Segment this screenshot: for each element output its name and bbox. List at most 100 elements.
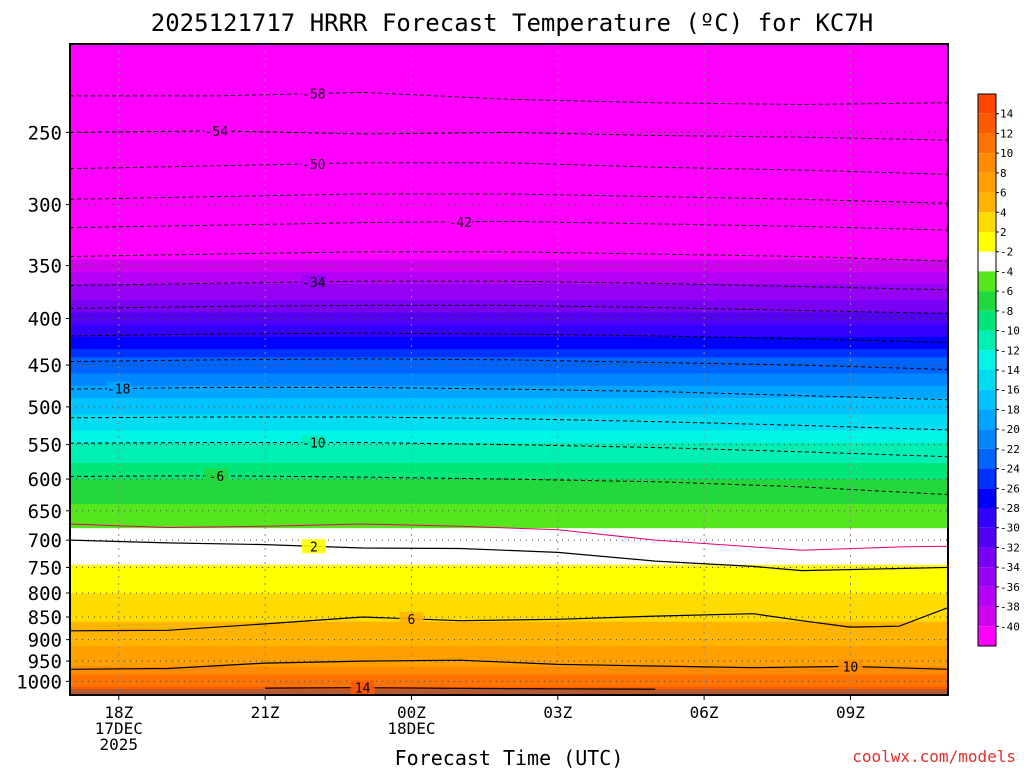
time-tick-label: 18Z bbox=[104, 703, 133, 722]
temperature-band bbox=[70, 304, 948, 310]
temperature-band bbox=[70, 654, 948, 659]
pressure-tick-label: 850 bbox=[28, 607, 62, 629]
pressure-tick-label: 800 bbox=[28, 583, 62, 605]
temperature-band bbox=[70, 450, 948, 456]
isotherm-label: -50 bbox=[302, 158, 325, 173]
temperature-band bbox=[70, 279, 948, 285]
isotherm-label: -42 bbox=[448, 216, 471, 231]
temperature-band bbox=[70, 275, 948, 281]
colorbar-label: -6 bbox=[1000, 285, 1013, 298]
colorbar-label: -14 bbox=[1000, 364, 1020, 377]
temperature-band bbox=[70, 174, 948, 179]
pressure-tick-label: 600 bbox=[28, 469, 62, 491]
grid-lines bbox=[70, 44, 948, 695]
temperature-band bbox=[70, 190, 948, 196]
pressure-tick-label: 300 bbox=[28, 195, 62, 217]
temperature-band bbox=[70, 149, 948, 155]
temperature-band bbox=[70, 377, 948, 383]
colorbar-label: 10 bbox=[1000, 147, 1013, 160]
colorbar-swatch bbox=[978, 370, 996, 390]
temperature-band bbox=[70, 536, 948, 541]
colorbar-label: -2 bbox=[1000, 246, 1013, 259]
plot-frame bbox=[69, 43, 949, 696]
colorbar-label: -28 bbox=[1000, 502, 1020, 515]
temperature-band bbox=[70, 68, 948, 74]
colorbar-label: 14 bbox=[1000, 108, 1014, 121]
pressure-tick-label: 350 bbox=[28, 256, 62, 278]
temperature-band bbox=[70, 402, 948, 407]
temperature-band bbox=[70, 406, 948, 411]
temperature-band bbox=[70, 682, 948, 688]
temperature-band bbox=[70, 621, 948, 627]
temperature-band bbox=[70, 670, 948, 676]
isotherm-line bbox=[70, 475, 948, 496]
temperature-band bbox=[70, 48, 948, 53]
temperature-band bbox=[70, 511, 948, 517]
temperature-band bbox=[70, 642, 948, 647]
temperature-band bbox=[70, 662, 948, 668]
isotherm-line bbox=[70, 416, 948, 431]
temperature-band bbox=[70, 666, 948, 672]
temperature-band bbox=[70, 214, 948, 220]
temperature-band bbox=[70, 60, 948, 65]
isotherm-label: 6 bbox=[408, 613, 416, 628]
temperature-band bbox=[70, 410, 948, 415]
colorbar-swatch bbox=[978, 310, 996, 331]
colorbar-swatch bbox=[978, 271, 996, 292]
temperature-band bbox=[70, 467, 948, 472]
temperature-band bbox=[70, 157, 948, 163]
colorbar-label: -26 bbox=[1000, 482, 1020, 495]
isotherm-label-bg bbox=[301, 86, 326, 101]
colorbar-swatch bbox=[978, 626, 996, 646]
isotherm-line bbox=[70, 193, 948, 204]
temperature-band bbox=[70, 503, 948, 509]
temperature-band bbox=[70, 605, 948, 611]
time-tick-label: 17DEC bbox=[95, 719, 143, 738]
colorbar-label: -22 bbox=[1000, 443, 1020, 456]
temperature-band bbox=[70, 194, 948, 200]
isotherm-label: -58 bbox=[302, 88, 325, 103]
colorbar-swatch bbox=[978, 172, 996, 193]
temperature-band bbox=[70, 495, 948, 501]
temperature-band bbox=[70, 341, 948, 346]
temperature-band bbox=[70, 170, 948, 175]
temperature-band bbox=[70, 483, 948, 489]
isotherm-line bbox=[70, 386, 948, 401]
colorbar-swatch bbox=[978, 133, 996, 154]
temperature-band bbox=[70, 524, 948, 529]
temperature-band bbox=[70, 544, 948, 550]
temperature-band bbox=[70, 92, 948, 98]
temperature-band bbox=[70, 459, 948, 464]
isotherm-line bbox=[70, 523, 948, 551]
temperature-band bbox=[70, 210, 948, 216]
isotherm-label-bg bbox=[301, 435, 326, 450]
colorbar-swatch bbox=[978, 330, 996, 351]
temperature-band bbox=[70, 288, 948, 293]
temperature-band bbox=[70, 141, 948, 147]
temperature-band bbox=[70, 646, 948, 651]
colorbar-label: -4 bbox=[1000, 265, 1014, 278]
temperature-band bbox=[70, 292, 948, 297]
temperature-band bbox=[70, 235, 948, 240]
site-credit: coolwx.com/models bbox=[852, 747, 1016, 766]
temperature-band bbox=[70, 585, 948, 590]
temperature-band bbox=[70, 625, 948, 631]
pressure-tick-label: 950 bbox=[28, 651, 62, 673]
temperature-band bbox=[70, 271, 948, 277]
isotherm-label-bg bbox=[301, 539, 326, 554]
colorbar-label: -18 bbox=[1000, 403, 1020, 416]
isotherm-line bbox=[70, 539, 948, 572]
pressure-tick-label: 500 bbox=[28, 397, 62, 419]
colorbar-swatch bbox=[978, 606, 996, 627]
colorbar-swatch bbox=[978, 113, 996, 134]
isotherm-label: 14 bbox=[355, 682, 371, 697]
isotherm-line bbox=[70, 251, 948, 262]
time-tick-label: 03Z bbox=[543, 703, 572, 722]
isotherm-line bbox=[70, 332, 948, 344]
colorbar-swatch bbox=[978, 291, 996, 311]
temperature-band bbox=[70, 556, 948, 562]
temperature-band bbox=[70, 507, 948, 513]
isotherm-label-bg bbox=[301, 156, 326, 171]
temperature-band bbox=[70, 166, 948, 171]
